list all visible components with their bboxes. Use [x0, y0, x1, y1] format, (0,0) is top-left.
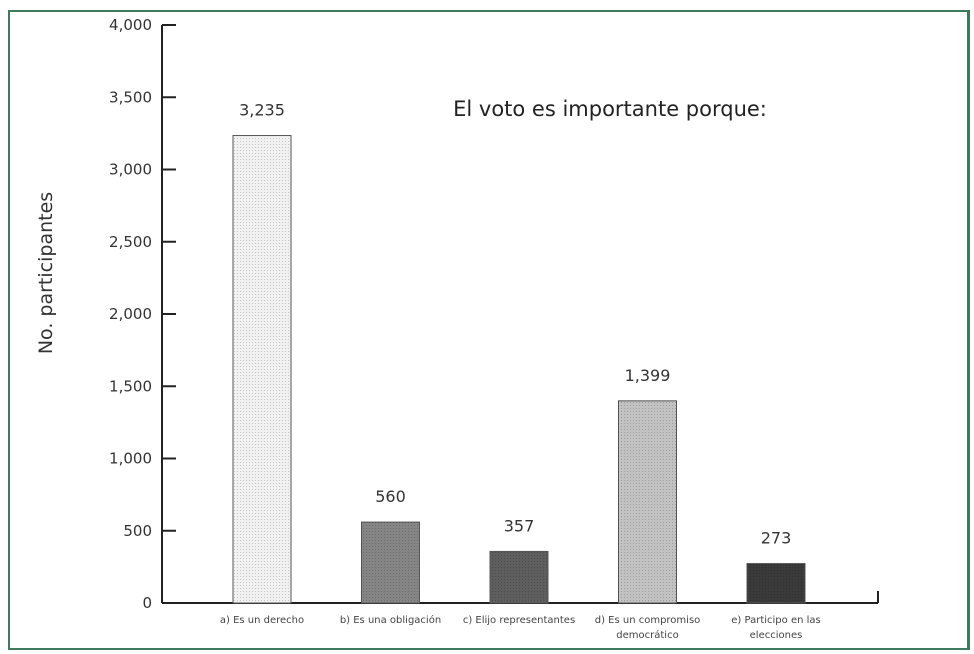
category-label: a) Es un derecho	[220, 615, 304, 626]
y-tick-label: 3,000	[109, 161, 152, 179]
figure-border	[8, 10, 970, 650]
y-tick-label: 4,000	[109, 16, 152, 34]
category-label: d) Es un compromiso	[595, 615, 701, 626]
bars	[232, 135, 806, 604]
axes: 0 500 1,000 1,500 2,000 2,500 3,000 3,500 4,000	[109, 16, 879, 612]
y-tick-label: 1,000	[109, 450, 152, 468]
bar-texture	[618, 400, 677, 603]
bar-value-label: 273	[761, 529, 792, 548]
y-tick-label: 3,500	[109, 88, 152, 106]
bar-value-label: 1,399	[625, 366, 671, 385]
bar-texture	[747, 563, 805, 603]
category-label: e) Participo en las	[731, 615, 820, 626]
labels: 3,235 a) Es un derecho 560 b) Es una obliga…	[220, 101, 821, 641]
category-label: elecciones	[750, 630, 803, 641]
chart-title: El voto es importante porque:	[453, 97, 767, 121]
bar-value-label: 3,235	[239, 101, 285, 120]
category-label: c) Elijo representantes	[463, 615, 575, 626]
bar-texture	[233, 135, 291, 604]
y-tick-label: 500	[123, 522, 152, 540]
bar-value-label: 560	[375, 487, 406, 506]
bar-value-label: 357	[504, 516, 535, 535]
y-axis-label: No. participantes	[35, 192, 57, 354]
bar-texture	[361, 522, 420, 603]
y-tick-label: 1,500	[109, 377, 152, 395]
y-tick-label: 2,500	[109, 233, 152, 251]
y-tick-label: 0	[142, 594, 152, 612]
y-tick-label: 2,000	[109, 305, 152, 323]
bar-texture	[490, 551, 548, 603]
category-label: democrático	[616, 629, 678, 641]
category-label: b) Es una obligación	[340, 614, 441, 626]
